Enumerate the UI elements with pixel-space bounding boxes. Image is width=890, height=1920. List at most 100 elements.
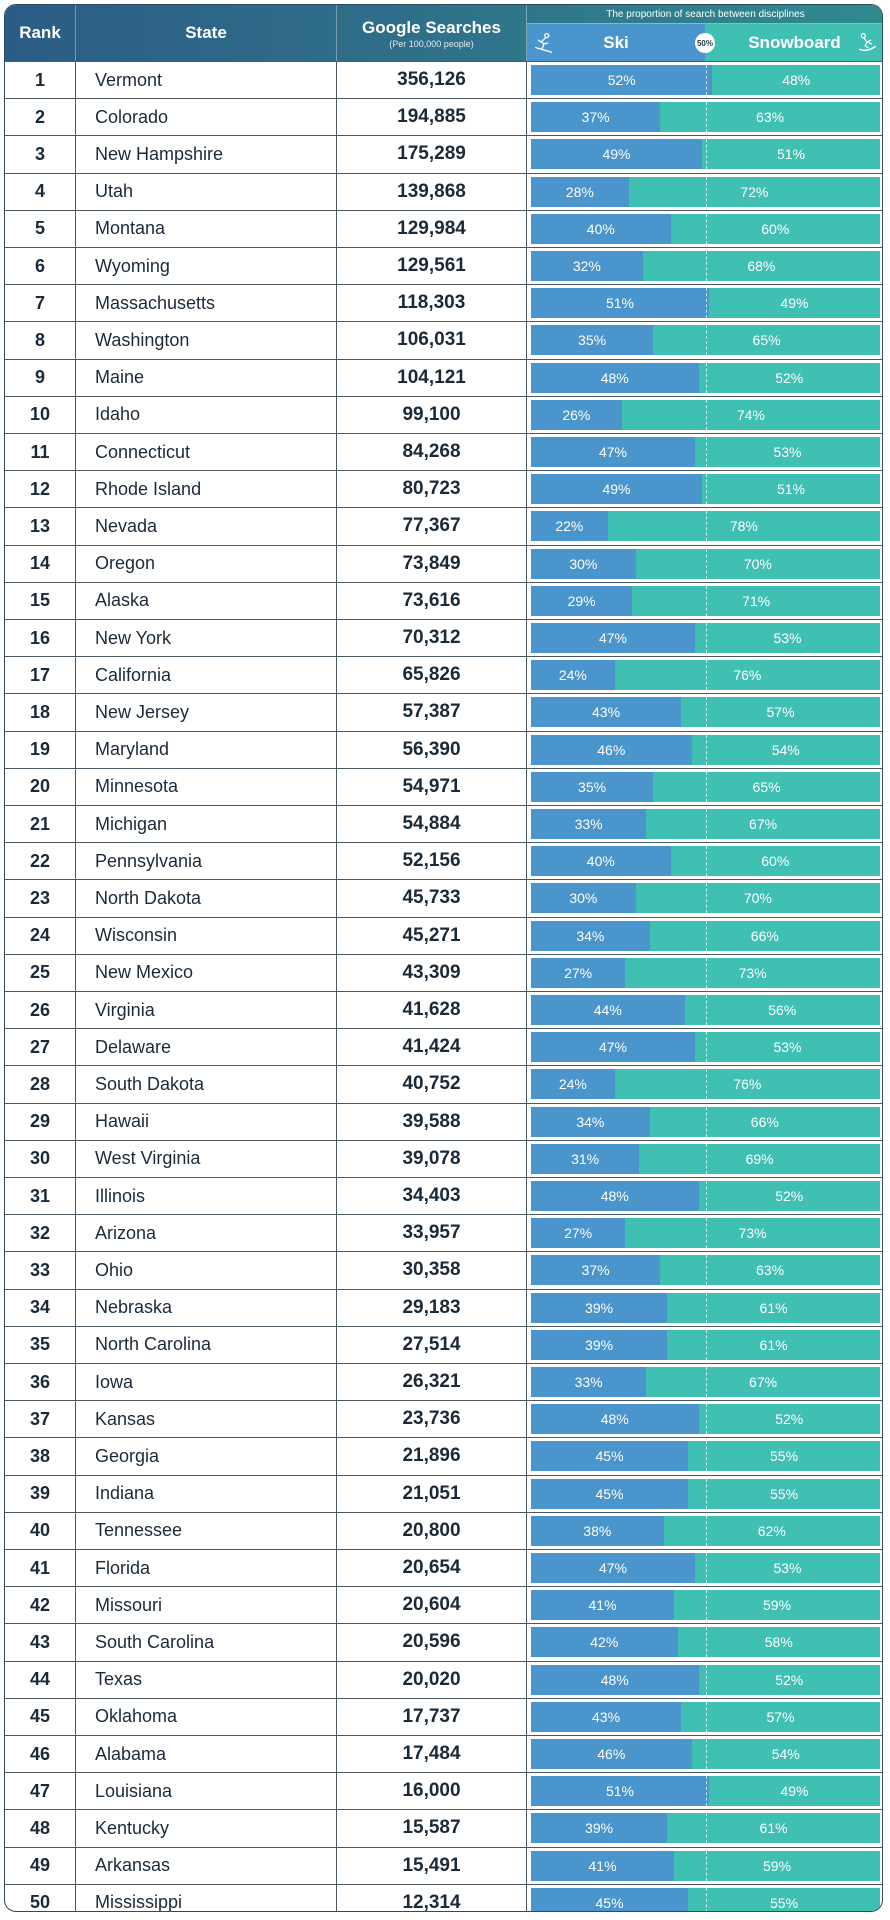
proportion-cell: 52% 48% [527, 62, 882, 98]
searches-cell: 15,587 [337, 1810, 527, 1847]
snowboard-bar: 67% [646, 1367, 880, 1397]
ski-bar: 47% [531, 437, 696, 467]
proportion-bar: 38% 62% [531, 1515, 880, 1546]
ski-bar: 24% [531, 660, 615, 691]
table-row: 35 North Carolina 27,514 39% 61% [5, 1325, 882, 1363]
searches-cell: 20,800 [337, 1512, 527, 1549]
table-row: 44 Texas 20,020 48% 52% [5, 1660, 882, 1698]
rank-cell: 14 [5, 545, 76, 582]
proportion-cell: 41% 59% [527, 1848, 882, 1884]
proportion-cell: 39% 61% [527, 1327, 882, 1363]
table-row: 34 Nebraska 29,183 39% 61% [5, 1288, 882, 1326]
searches-cell: 129,561 [337, 248, 527, 285]
state-cell: Arkansas [76, 1847, 337, 1884]
state-cell: Oklahoma [76, 1698, 337, 1735]
snowboarder-icon [858, 33, 876, 52]
proportion-bar: 30% 70% [531, 548, 880, 579]
fifty-percent-line [705, 474, 707, 505]
proportion-cell: 44% 56% [527, 992, 882, 1028]
proportion-bar: 34% 66% [531, 920, 880, 951]
ski-bar: 47% [531, 1032, 696, 1063]
ski-bar: 49% [531, 474, 702, 505]
proportion-bar: 40% 60% [531, 846, 880, 877]
ski-bar: 41% [531, 1850, 675, 1881]
state-cell: Oregon [76, 545, 337, 582]
proportion-bar: 43% 57% [531, 1701, 880, 1732]
proportion-cell: 32% 68% [527, 248, 882, 284]
ski-bar: 47% [531, 623, 696, 653]
ski-bar: 45% [531, 1887, 689, 1911]
table-row: 24 Wisconsin 45,271 34% 66% [5, 916, 882, 954]
proportion-cell: 48% 52% [527, 1401, 882, 1437]
state-cell: Delaware [76, 1029, 337, 1066]
snowboard-bar: 78% [607, 511, 880, 542]
state-cell: Minnesota [76, 768, 337, 805]
ski-bar: 44% [531, 995, 685, 1025]
state-cell: Missouri [76, 1587, 337, 1624]
table-row: 47 Louisiana 16,000 51% 49% [5, 1772, 882, 1810]
state-cell: Iowa [76, 1364, 337, 1401]
state-cell: Hawaii [76, 1103, 337, 1140]
proportion-cell: 48% 52% [527, 360, 882, 396]
fifty-percent-line [705, 511, 707, 542]
snowboard-bar: 65% [653, 325, 880, 356]
state-cell: Kansas [76, 1401, 337, 1438]
proportion-subheader: Ski Snowboard 50% [527, 24, 882, 62]
searches-cell: 20,604 [337, 1587, 527, 1624]
searches-cell: 54,884 [337, 806, 527, 843]
searches-cell: 34,403 [337, 1178, 527, 1215]
fifty-percent-line [705, 771, 707, 802]
searches-cell: 21,051 [337, 1475, 527, 1512]
snowboard-bar: 66% [649, 920, 880, 951]
ski-bar: 37% [531, 1255, 661, 1286]
fifty-percent-line [705, 697, 707, 728]
table-row: 23 North Dakota 45,733 30% 70% [5, 879, 882, 917]
proportion-cell: 37% 63% [527, 99, 882, 135]
rank-cell: 37 [5, 1401, 76, 1438]
fifty-percent-line [705, 548, 707, 579]
searches-cell: 43,309 [337, 954, 527, 991]
proportion-bar: 28% 72% [531, 176, 880, 207]
proportion-bar: 44% 56% [531, 995, 880, 1025]
table-row: 49 Arkansas 15,491 41% 59% [5, 1846, 882, 1884]
state-cell: North Carolina [76, 1326, 337, 1363]
proportion-cell: 29% 71% [527, 583, 882, 619]
ski-bar: 42% [531, 1627, 678, 1658]
state-cell: Washington [76, 322, 337, 359]
table-row: 32 Arizona 33,957 27% 73% [5, 1214, 882, 1252]
fifty-percent-line [705, 1515, 707, 1546]
rank-cell: 48 [5, 1810, 76, 1847]
rank-cell: 44 [5, 1661, 76, 1698]
snowboard-bar: 62% [663, 1515, 880, 1546]
fifty-percent-line [705, 288, 707, 319]
rank-cell: 43 [5, 1624, 76, 1661]
table-row: 43 South Carolina 20,596 42% 58% [5, 1623, 882, 1661]
table-row: 33 Ohio 30,358 37% 63% [5, 1251, 882, 1289]
proportion-cell: 48% 52% [527, 1178, 882, 1214]
fifty-percent-line [705, 1292, 707, 1323]
ski-bar: 46% [531, 1739, 692, 1769]
rank-cell: 45 [5, 1698, 76, 1735]
snowboard-header: Snowboard [705, 24, 882, 62]
table-row: 42 Missouri 20,604 41% 59% [5, 1586, 882, 1624]
proportion-cell: 39% 61% [527, 1810, 882, 1846]
rank-cell: 2 [5, 99, 76, 136]
rank-cell: 36 [5, 1364, 76, 1401]
table-row: 17 California 65,826 24% 76% [5, 656, 882, 694]
searches-cell: 27,514 [337, 1326, 527, 1363]
state-cell: South Carolina [76, 1624, 337, 1661]
table-row: 8 Washington 106,031 35% 65% [5, 321, 882, 359]
proportion-cell: 48% 52% [527, 1662, 882, 1698]
state-cell: Michigan [76, 806, 337, 843]
proportion-cell: 34% 66% [527, 1104, 882, 1140]
rank-cell: 9 [5, 359, 76, 396]
searches-cell: 23,736 [337, 1401, 527, 1438]
searches-header: Google Searches (Per 100,000 people) [337, 5, 527, 61]
state-cell: New Hampshire [76, 136, 337, 173]
snowboard-bar: 54% [691, 734, 880, 765]
table-row: 9 Maine 104,121 48% 52% [5, 358, 882, 396]
state-cell: Rhode Island [76, 471, 337, 508]
searches-cell: 17,737 [337, 1698, 527, 1735]
snowboard-bar: 58% [677, 1627, 880, 1658]
rank-cell: 5 [5, 210, 76, 247]
